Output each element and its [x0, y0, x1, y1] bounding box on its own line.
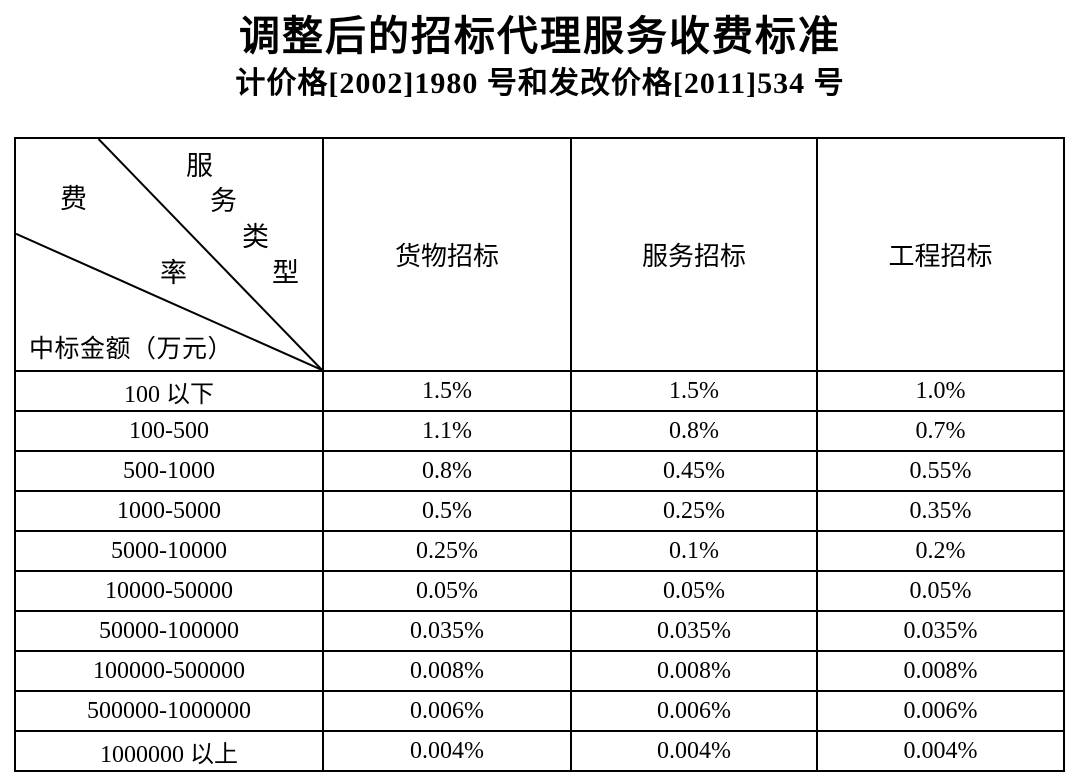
goods-rate-cell: 0.006%: [322, 690, 572, 732]
column-header-works-bidding: 工程招标: [816, 137, 1065, 372]
amount-range-cell: 10000-50000: [14, 570, 324, 612]
amount-range-cell: 500-1000: [14, 450, 324, 492]
works-rate-cell: 0.008%: [816, 650, 1065, 692]
amount-range-cell: 500000-1000000: [14, 690, 324, 732]
services-rate-cell: 0.035%: [570, 610, 818, 652]
services-rate-cell: 0.004%: [570, 730, 818, 772]
corner-label-rate-char: 费: [60, 184, 87, 214]
column-header-goods-bidding: 货物招标: [322, 137, 572, 372]
goods-rate-cell: 0.5%: [322, 490, 572, 532]
works-rate-cell: 0.004%: [816, 730, 1065, 772]
corner-label-service-type-char: 类: [242, 222, 269, 252]
table-row: 5000-10000 0.25% 0.1% 0.2%: [14, 530, 1065, 572]
fee-table: 服 务 类 型 费 率 中标金额（万元） 货物招标 服务招标 工程招标 100 …: [14, 137, 1065, 772]
table-row: 100000-500000 0.008% 0.008% 0.008%: [14, 650, 1065, 692]
table-row: 100 以下 1.5% 1.5% 1.0%: [14, 370, 1065, 412]
amount-range-cell: 5000-10000: [14, 530, 324, 572]
services-rate-cell: 0.05%: [570, 570, 818, 612]
document-subtitle: 计价格[2002]1980 号和发改价格[2011]534 号: [235, 67, 845, 100]
goods-rate-cell: 0.25%: [322, 530, 572, 572]
header-row: 服 务 类 型 费 率 中标金额（万元） 货物招标 服务招标 工程招标: [14, 137, 1065, 372]
amount-range-cell: 100-500: [14, 410, 324, 452]
works-rate-cell: 0.35%: [816, 490, 1065, 532]
services-rate-cell: 0.008%: [570, 650, 818, 692]
corner-label-service-type-char: 型: [272, 258, 299, 288]
amount-range-cell: 1000-5000: [14, 490, 324, 532]
goods-rate-cell: 0.004%: [322, 730, 572, 772]
works-rate-cell: 0.035%: [816, 610, 1065, 652]
services-rate-cell: 0.006%: [570, 690, 818, 732]
goods-rate-cell: 1.5%: [322, 370, 572, 412]
works-rate-cell: 0.2%: [816, 530, 1065, 572]
document-title: 调整后的招标代理服务收费标准: [239, 13, 841, 59]
goods-rate-cell: 0.05%: [322, 570, 572, 612]
services-rate-cell: 1.5%: [570, 370, 818, 412]
table-row: 1000000 以上 0.004% 0.004% 0.004%: [14, 730, 1065, 772]
corner-label-bid-amount: 中标金额（万元）: [29, 336, 234, 363]
corner-label-service-type-char: 服: [186, 151, 213, 181]
services-rate-cell: 0.1%: [570, 530, 818, 572]
column-header-services-bidding: 服务招标: [570, 137, 818, 372]
works-rate-cell: 0.05%: [816, 570, 1065, 612]
amount-range-cell: 100000-500000: [14, 650, 324, 692]
amount-range-cell: 50000-100000: [14, 610, 324, 652]
goods-rate-cell: 0.8%: [322, 450, 572, 492]
amount-range-cell: 100 以下: [14, 370, 324, 412]
goods-rate-cell: 1.1%: [322, 410, 572, 452]
works-rate-cell: 0.006%: [816, 690, 1065, 732]
diagonal-divider-lines: [16, 139, 322, 370]
corner-header-cell: 服 务 类 型 费 率 中标金额（万元）: [14, 137, 324, 372]
fee-table-body: 100 以下 1.5% 1.5% 1.0% 100-500 1.1% 0.8% …: [14, 370, 1065, 772]
table-row: 10000-50000 0.05% 0.05% 0.05%: [14, 570, 1065, 612]
services-rate-cell: 0.45%: [570, 450, 818, 492]
table-row: 500-1000 0.8% 0.45% 0.55%: [14, 450, 1065, 492]
table-row: 100-500 1.1% 0.8% 0.7%: [14, 410, 1065, 452]
amount-range-cell: 1000000 以上: [14, 730, 324, 772]
corner-label-service-type-char: 务: [210, 186, 237, 216]
works-rate-cell: 0.7%: [816, 410, 1065, 452]
works-rate-cell: 1.0%: [816, 370, 1065, 412]
goods-rate-cell: 0.035%: [322, 610, 572, 652]
works-rate-cell: 0.55%: [816, 450, 1065, 492]
goods-rate-cell: 0.008%: [322, 650, 572, 692]
table-row: 50000-100000 0.035% 0.035% 0.035%: [14, 610, 1065, 652]
corner-label-rate-char: 率: [160, 258, 187, 288]
services-rate-cell: 0.8%: [570, 410, 818, 452]
services-rate-cell: 0.25%: [570, 490, 818, 532]
table-row: 500000-1000000 0.006% 0.006% 0.006%: [14, 690, 1065, 732]
table-row: 1000-5000 0.5% 0.25% 0.35%: [14, 490, 1065, 532]
